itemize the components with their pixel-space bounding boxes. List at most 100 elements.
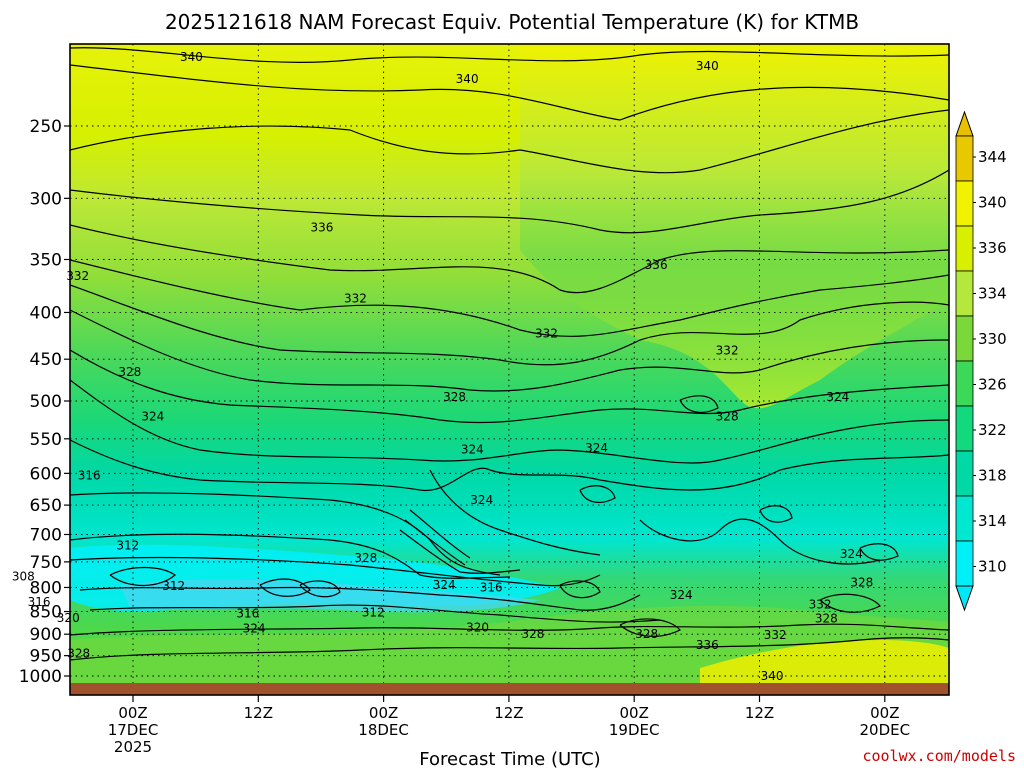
colorbar-label: 330 (978, 330, 1007, 348)
contour-label: 328 (354, 551, 377, 565)
colorbar-top-arrow (955, 110, 974, 137)
x-tick-label: 12Z (494, 704, 523, 722)
y-tick-label: 800 (30, 578, 62, 598)
contour-label: 324 (433, 578, 456, 592)
contour-label: 324 (461, 442, 484, 456)
y-tick-label: 350 (30, 250, 62, 270)
contour-label: 324 (670, 588, 693, 602)
y-tick-label: 950 (30, 647, 62, 667)
contour-label: 328 (716, 410, 739, 424)
surface-warm (700, 640, 949, 695)
x-axis-label: Forecast Time (UTC) (419, 749, 600, 768)
contour-label: 328 (815, 611, 838, 625)
contour-label: 332 (809, 597, 832, 611)
colorbar-label: 318 (978, 467, 1007, 485)
colorbar-swatch (955, 450, 974, 497)
contour-label: 328 (521, 627, 544, 641)
y-tick-label: 600 (30, 464, 62, 484)
ground-strip (70, 683, 949, 695)
contour-label: 332 (764, 628, 787, 642)
x-tick-label: 19DEC (609, 721, 660, 739)
colorbar-swatch (955, 270, 974, 317)
colorbar-swatch (955, 405, 974, 452)
contour-label: 316 (28, 595, 51, 609)
x-tick-label: 17DEC (108, 721, 159, 739)
contour-label: 316 (78, 468, 101, 482)
x-tick-label: 00Z (620, 704, 649, 722)
colorbar-swatch (955, 360, 974, 407)
contour-label: 320 (57, 611, 80, 625)
contour-label: 320 (466, 621, 489, 635)
contour-label: 336 (696, 638, 719, 652)
colorbar-label: 340 (978, 194, 1007, 212)
contour-label: 336 (645, 258, 668, 272)
colorbar-swatch (955, 540, 974, 587)
colorbar-swatch (955, 495, 974, 542)
colorbar-bottom-arrow (955, 585, 974, 612)
y-tick-label: 450 (30, 350, 62, 370)
contour-label: 308 (12, 569, 35, 583)
colorbar-label: 336 (978, 239, 1007, 257)
credit-text: coolwx.com/models (862, 747, 1016, 765)
colorbar-swatch (955, 135, 974, 182)
y-tick-label: 900 (30, 625, 62, 645)
x-tick-label: 12Z (745, 704, 774, 722)
colorbar-label: 322 (978, 421, 1007, 439)
x-tick-label: 00Z (369, 704, 398, 722)
contour-label: 324 (141, 410, 164, 424)
y-tick-label: 300 (30, 189, 62, 209)
contour-label: 328 (635, 627, 658, 641)
contour-label: 328 (118, 365, 141, 379)
contour-label: 312 (116, 539, 139, 553)
contour-label: 336 (311, 221, 334, 235)
y-tick-label: 1000 (19, 667, 62, 687)
contour-label: 340 (696, 59, 719, 73)
upper-right-warm (520, 44, 949, 409)
colorbar-label: 334 (978, 285, 1007, 303)
plot-area (70, 44, 949, 695)
contour-label: 328 (67, 647, 90, 661)
contour-lines (70, 47, 949, 661)
colorbar-swatch (955, 180, 974, 227)
contour-label: 332 (716, 343, 739, 357)
colorbar-swatch (955, 315, 974, 362)
contour-label: 332 (535, 327, 558, 341)
contour-label: 340 (761, 669, 784, 683)
contour-label: 328 (850, 575, 873, 589)
y-tick-label: 500 (30, 392, 62, 412)
y-axis: 2503003504004505005506006507007508008509… (19, 117, 70, 687)
colorbar-swatch (955, 225, 974, 272)
contour-labels: 3403403403363363323323323323283283283243… (12, 50, 873, 683)
x-tick-label: 00Z (870, 704, 899, 722)
x-tick-label: 18DEC (358, 721, 409, 739)
x-tick-label: 00Z (118, 704, 147, 722)
contour-label: 324 (470, 493, 493, 507)
contour-label: 324 (585, 441, 608, 455)
contour-label: 340 (456, 72, 479, 86)
gridlines (70, 44, 949, 695)
chart-title: 2025121618 NAM Forecast Equiv. Potential… (165, 10, 859, 34)
y-tick-label: 550 (30, 430, 62, 450)
y-tick-label: 750 (30, 553, 62, 573)
contour-label: 316 (480, 580, 503, 594)
x-tick-label: 20DEC (860, 721, 911, 739)
contour-label: 332 (344, 291, 367, 305)
x-tick-label: 12Z (244, 704, 273, 722)
contour-label: 324 (243, 621, 266, 635)
y-tick-label: 700 (30, 525, 62, 545)
contour-label: 340 (180, 50, 203, 64)
colorbar-label: 314 (978, 512, 1007, 530)
colorbar-label: 344 (978, 148, 1007, 166)
contour-label: 312 (162, 579, 185, 593)
x-tick-label: 2025 (114, 738, 152, 756)
y-tick-label: 250 (30, 117, 62, 137)
contour-label: 324 (840, 547, 863, 561)
colorbar: 344 340 336 334 330 326 322 318 314 310 (955, 110, 1007, 612)
y-tick-label: 650 (30, 496, 62, 516)
colorbar-label: 326 (978, 376, 1007, 394)
contour-label: 316 (236, 606, 259, 620)
colorbar-label: 310 (978, 558, 1007, 576)
contour-label: 332 (66, 269, 89, 283)
y-tick-label: 400 (30, 303, 62, 323)
